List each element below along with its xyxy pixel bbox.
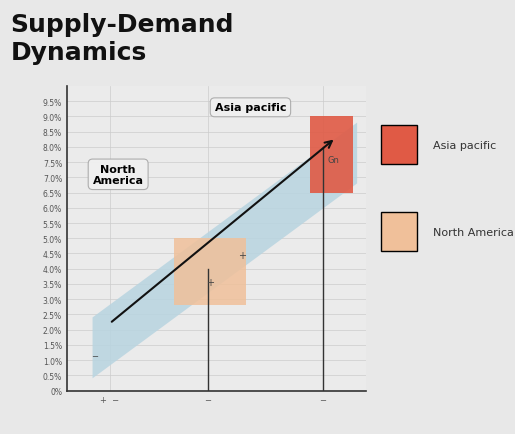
Polygon shape: [93, 123, 357, 378]
Text: North
America: North America: [93, 164, 144, 186]
Text: Asia pacific: Asia pacific: [433, 141, 496, 150]
Text: North America: North America: [433, 227, 513, 237]
Bar: [310, 117, 353, 193]
Text: Supply-Demand
Dynamics: Supply-Demand Dynamics: [10, 13, 234, 65]
Bar: [174, 239, 246, 306]
Text: +: +: [207, 278, 214, 288]
Text: −: −: [92, 351, 98, 360]
Text: Asia pacific: Asia pacific: [215, 103, 286, 113]
Text: +: +: [238, 250, 246, 260]
Text: Gn: Gn: [327, 155, 339, 164]
